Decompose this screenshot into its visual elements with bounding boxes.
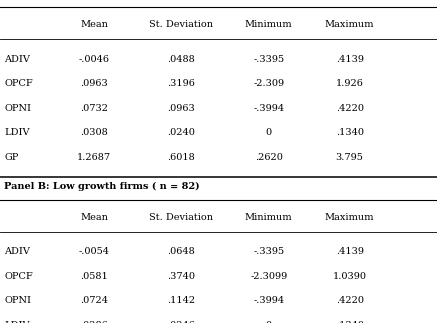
Text: .0648: .0648 <box>167 247 195 256</box>
Text: Minimum: Minimum <box>245 20 292 29</box>
Text: .2620: .2620 <box>255 153 283 162</box>
Text: LDIV: LDIV <box>4 128 30 137</box>
Text: 0: 0 <box>266 128 272 137</box>
Text: 1.0390: 1.0390 <box>333 272 367 281</box>
Text: .1340: .1340 <box>336 321 364 323</box>
Text: ADIV: ADIV <box>4 247 30 256</box>
Text: .0488: .0488 <box>167 55 195 64</box>
Text: .3196: .3196 <box>167 79 195 88</box>
Text: .0732: .0732 <box>80 104 108 113</box>
Text: GP: GP <box>4 153 19 162</box>
Text: .0286: .0286 <box>80 321 108 323</box>
Text: OPCF: OPCF <box>4 79 33 88</box>
Text: .0308: .0308 <box>80 128 108 137</box>
Text: OPCF: OPCF <box>4 272 33 281</box>
Text: Minimum: Minimum <box>245 213 292 222</box>
Text: Mean: Mean <box>80 20 108 29</box>
Text: St. Deviation: St. Deviation <box>149 213 213 222</box>
Text: .6018: .6018 <box>167 153 195 162</box>
Text: .4220: .4220 <box>336 104 364 113</box>
Text: OPNI: OPNI <box>4 104 31 113</box>
Text: .0963: .0963 <box>167 104 195 113</box>
Text: 0: 0 <box>266 321 272 323</box>
Text: -.3994: -.3994 <box>253 297 284 305</box>
Text: -2.309: -2.309 <box>253 79 284 88</box>
Text: -.3395: -.3395 <box>253 247 284 256</box>
Text: -.3395: -.3395 <box>253 55 284 64</box>
Text: Panel B: Low growth firms ( n = 82): Panel B: Low growth firms ( n = 82) <box>4 182 200 191</box>
Text: 1.2687: 1.2687 <box>77 153 111 162</box>
Text: LDIV: LDIV <box>4 321 30 323</box>
Text: .3740: .3740 <box>167 272 195 281</box>
Text: .0581: .0581 <box>80 272 108 281</box>
Text: -.0046: -.0046 <box>79 55 109 64</box>
Text: Maximum: Maximum <box>325 213 375 222</box>
Text: Maximum: Maximum <box>325 20 375 29</box>
Text: 1.926: 1.926 <box>336 79 364 88</box>
Text: -.3994: -.3994 <box>253 104 284 113</box>
Text: St. Deviation: St. Deviation <box>149 20 213 29</box>
Text: .4139: .4139 <box>336 55 364 64</box>
Text: .0963: .0963 <box>80 79 108 88</box>
Text: -2.3099: -2.3099 <box>250 272 288 281</box>
Text: ADIV: ADIV <box>4 55 30 64</box>
Text: 3.795: 3.795 <box>336 153 364 162</box>
Text: .0724: .0724 <box>80 297 108 305</box>
Text: .1340: .1340 <box>336 128 364 137</box>
Text: -.0054: -.0054 <box>79 247 109 256</box>
Text: Mean: Mean <box>80 213 108 222</box>
Text: .4220: .4220 <box>336 297 364 305</box>
Text: .1142: .1142 <box>167 297 195 305</box>
Text: .0240: .0240 <box>167 128 195 137</box>
Text: .0246: .0246 <box>167 321 195 323</box>
Text: .4139: .4139 <box>336 247 364 256</box>
Text: OPNI: OPNI <box>4 297 31 305</box>
